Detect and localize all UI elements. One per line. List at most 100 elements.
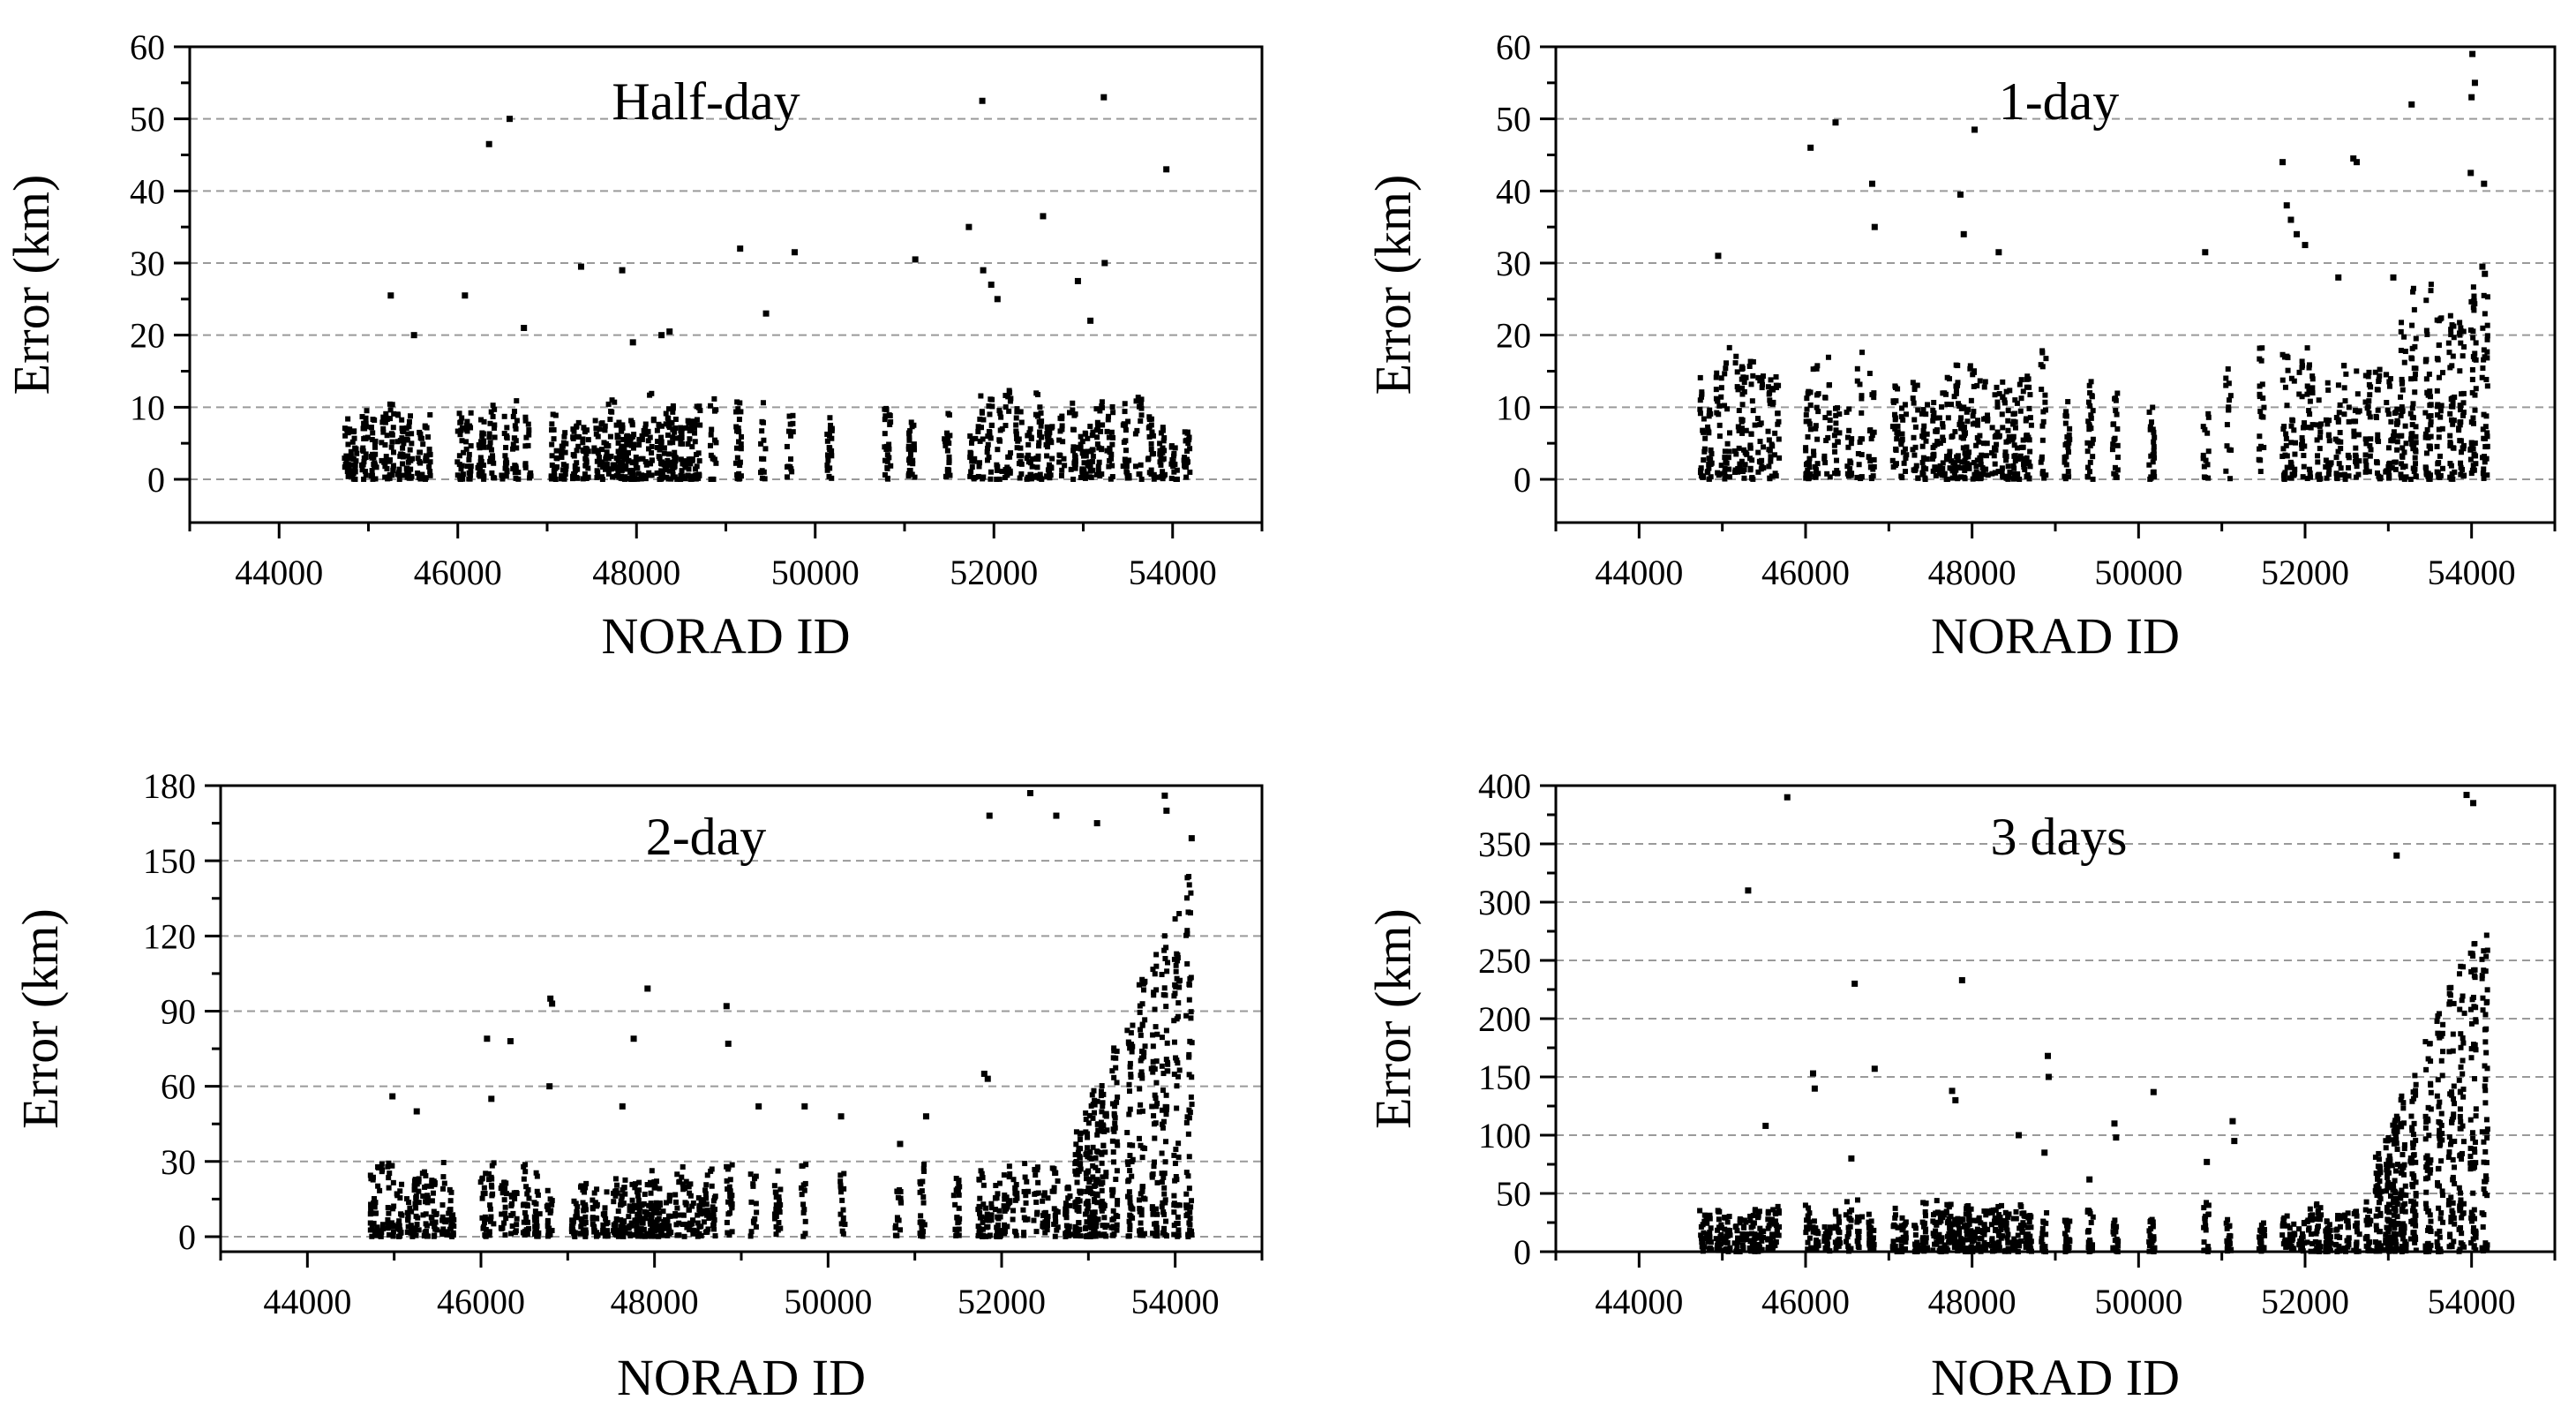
data-point [1137, 1086, 1143, 1092]
data-point [1825, 434, 1831, 440]
data-point [1962, 458, 1968, 464]
data-point [620, 1187, 626, 1193]
data-point [2356, 458, 2362, 464]
data-point [649, 1168, 655, 1174]
data-point [1163, 1092, 1169, 1098]
data-point [2283, 431, 2289, 437]
data-point [618, 1216, 624, 1223]
data-point [679, 473, 685, 479]
data-point [2471, 293, 2477, 299]
data-point [2458, 471, 2464, 478]
data-point [1961, 404, 1967, 410]
data-point [2223, 468, 2229, 474]
data-point [546, 1225, 552, 1231]
data-point [2413, 365, 2419, 372]
data-point [1967, 365, 1973, 372]
data-point [2000, 425, 2006, 431]
data-point [1996, 391, 2002, 397]
data-point [1125, 1162, 1131, 1168]
data-point [996, 1233, 1003, 1239]
data-point [651, 1228, 657, 1234]
data-point [2289, 417, 2295, 423]
data-point [504, 425, 510, 431]
data-point [1115, 1094, 1121, 1100]
data-point [510, 1210, 516, 1216]
data-point [666, 1193, 672, 1199]
data-point [687, 1181, 694, 1187]
y-tick-label: 10 [1496, 388, 1531, 427]
data-point [1775, 1203, 1781, 1209]
data-point [1109, 1068, 1115, 1074]
data-point [1832, 448, 1838, 455]
data-point [413, 1197, 419, 1203]
data-point [1127, 1168, 1133, 1174]
data-point [683, 1201, 689, 1208]
data-point [2317, 423, 2323, 429]
data-point [1773, 473, 1779, 479]
data-point [2408, 436, 2415, 442]
data-point [1705, 1238, 1711, 1245]
data-point [1960, 445, 1966, 451]
data-point [897, 1195, 904, 1201]
data-point [622, 1191, 628, 1197]
data-point [419, 471, 425, 478]
data-point [2200, 424, 2206, 430]
data-point [394, 1225, 401, 1231]
data-point [1091, 1183, 1097, 1189]
x-tick-label: 44000 [263, 1282, 351, 1321]
data-point [1716, 1241, 1723, 1247]
data-point [1974, 476, 1980, 482]
data-point [1066, 410, 1072, 416]
data-point [2470, 335, 2476, 341]
data-point [1708, 456, 1714, 463]
data-point [736, 439, 742, 445]
data-point [1971, 460, 1977, 466]
data-point [824, 431, 830, 437]
data-point [1024, 455, 1030, 462]
data-point [654, 1223, 660, 1229]
data-point [1090, 429, 1096, 435]
data-point [1138, 1102, 1144, 1108]
data-point [1003, 423, 1009, 429]
data-point [1765, 1236, 1771, 1242]
data-point [657, 1185, 663, 1192]
data-point [710, 1223, 717, 1229]
data-point [620, 1223, 626, 1229]
data-point [2449, 363, 2455, 369]
data-point [1098, 1119, 1104, 1125]
data-point [433, 1210, 439, 1216]
data-point [1769, 1216, 1776, 1223]
data-point [1094, 434, 1100, 440]
data-point [1989, 470, 1995, 477]
data-point [2362, 452, 2369, 458]
data-point [1012, 1190, 1018, 1196]
data-points [1697, 50, 2490, 482]
data-point [1034, 392, 1040, 398]
data-point [1765, 384, 1771, 390]
data-point [1898, 414, 1904, 420]
data-point [368, 1201, 374, 1208]
data-point [479, 1215, 485, 1221]
data-point [1083, 471, 1089, 478]
panel-title: 1-day [1999, 72, 2120, 131]
data-point [2401, 359, 2407, 365]
outlier-point [485, 140, 492, 147]
data-point [773, 1202, 779, 1208]
data-point [2007, 469, 2013, 475]
data-point [1757, 439, 1763, 445]
data-point [695, 1212, 701, 1218]
data-point [1129, 1158, 1135, 1164]
data-point [777, 1225, 784, 1231]
data-point [729, 1193, 735, 1199]
data-point [2440, 370, 2446, 376]
data-point [1100, 1103, 1106, 1110]
data-point [1090, 1174, 1096, 1180]
data-point [349, 455, 356, 462]
outlier-point [1053, 812, 1060, 819]
data-point [1074, 1179, 1080, 1185]
data-point [2324, 475, 2330, 481]
data-point [711, 1195, 717, 1201]
data-point [492, 475, 498, 481]
data-point [920, 1229, 927, 1235]
data-point [1096, 459, 1102, 465]
